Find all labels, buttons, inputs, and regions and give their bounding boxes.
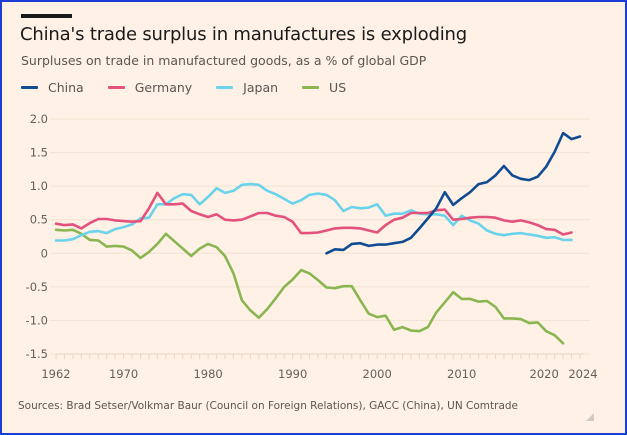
y-tick-label: 2.0 — [30, 112, 48, 126]
legend-item-us: US — [302, 80, 346, 95]
legend-item-china: China — [21, 80, 84, 95]
x-tick-label: 1970 — [109, 367, 138, 381]
y-tick-label: -0.5 — [26, 280, 48, 294]
legend: China Germany Japan US — [21, 80, 370, 95]
legend-item-japan: Japan — [216, 80, 278, 95]
y-tick-label: -1.5 — [26, 347, 48, 361]
legend-label-germany: Germany — [134, 80, 193, 95]
series-line-germany — [54, 191, 573, 236]
chart-title: China's trade surplus in manufactures is… — [20, 24, 467, 45]
legend-swatch-us — [302, 86, 320, 89]
legend-item-germany: Germany — [107, 80, 193, 95]
y-tick-label: 0 — [41, 246, 48, 260]
y-tick-label: 1.0 — [30, 179, 48, 193]
x-tick-label: 1990 — [278, 367, 307, 381]
x-tick-label: 2010 — [447, 367, 476, 381]
chart-subtitle: Surpluses on trade in manufactured goods… — [21, 53, 427, 68]
x-tick-label: 2000 — [363, 367, 392, 381]
x-tick-label: 2020 — [530, 367, 559, 381]
legend-label-us: US — [329, 80, 347, 95]
series-line-china — [325, 131, 582, 255]
y-tick-label: -1.0 — [26, 313, 48, 327]
y-axis: 2.0 1.5 1.0 0.5 0 -0.5 -1.0 -1.5 — [26, 112, 48, 361]
legend-swatch-japan — [216, 86, 234, 89]
legend-swatch-germany — [107, 86, 125, 89]
series-lines — [54, 131, 582, 345]
legend-label-japan: Japan — [243, 80, 279, 95]
y-tick-label: 0.5 — [30, 213, 48, 227]
x-tick-label: 1980 — [193, 367, 222, 381]
legend-swatch-china — [21, 86, 38, 89]
x-tick-label: 1962 — [41, 367, 70, 381]
resize-grip-icon[interactable] — [586, 413, 594, 421]
y-tick-label: 1.5 — [30, 146, 48, 160]
source-note: Sources: Brad Setser/Volkmar Baur (Counc… — [18, 400, 519, 412]
series-line-us — [54, 228, 565, 345]
x-tick-label: 2024 — [568, 367, 597, 381]
header-rule — [21, 14, 72, 18]
x-axis: 1962 1970 1980 1990 2000 2010 2020 2024 — [41, 353, 598, 381]
legend-label-china: China — [48, 80, 84, 95]
